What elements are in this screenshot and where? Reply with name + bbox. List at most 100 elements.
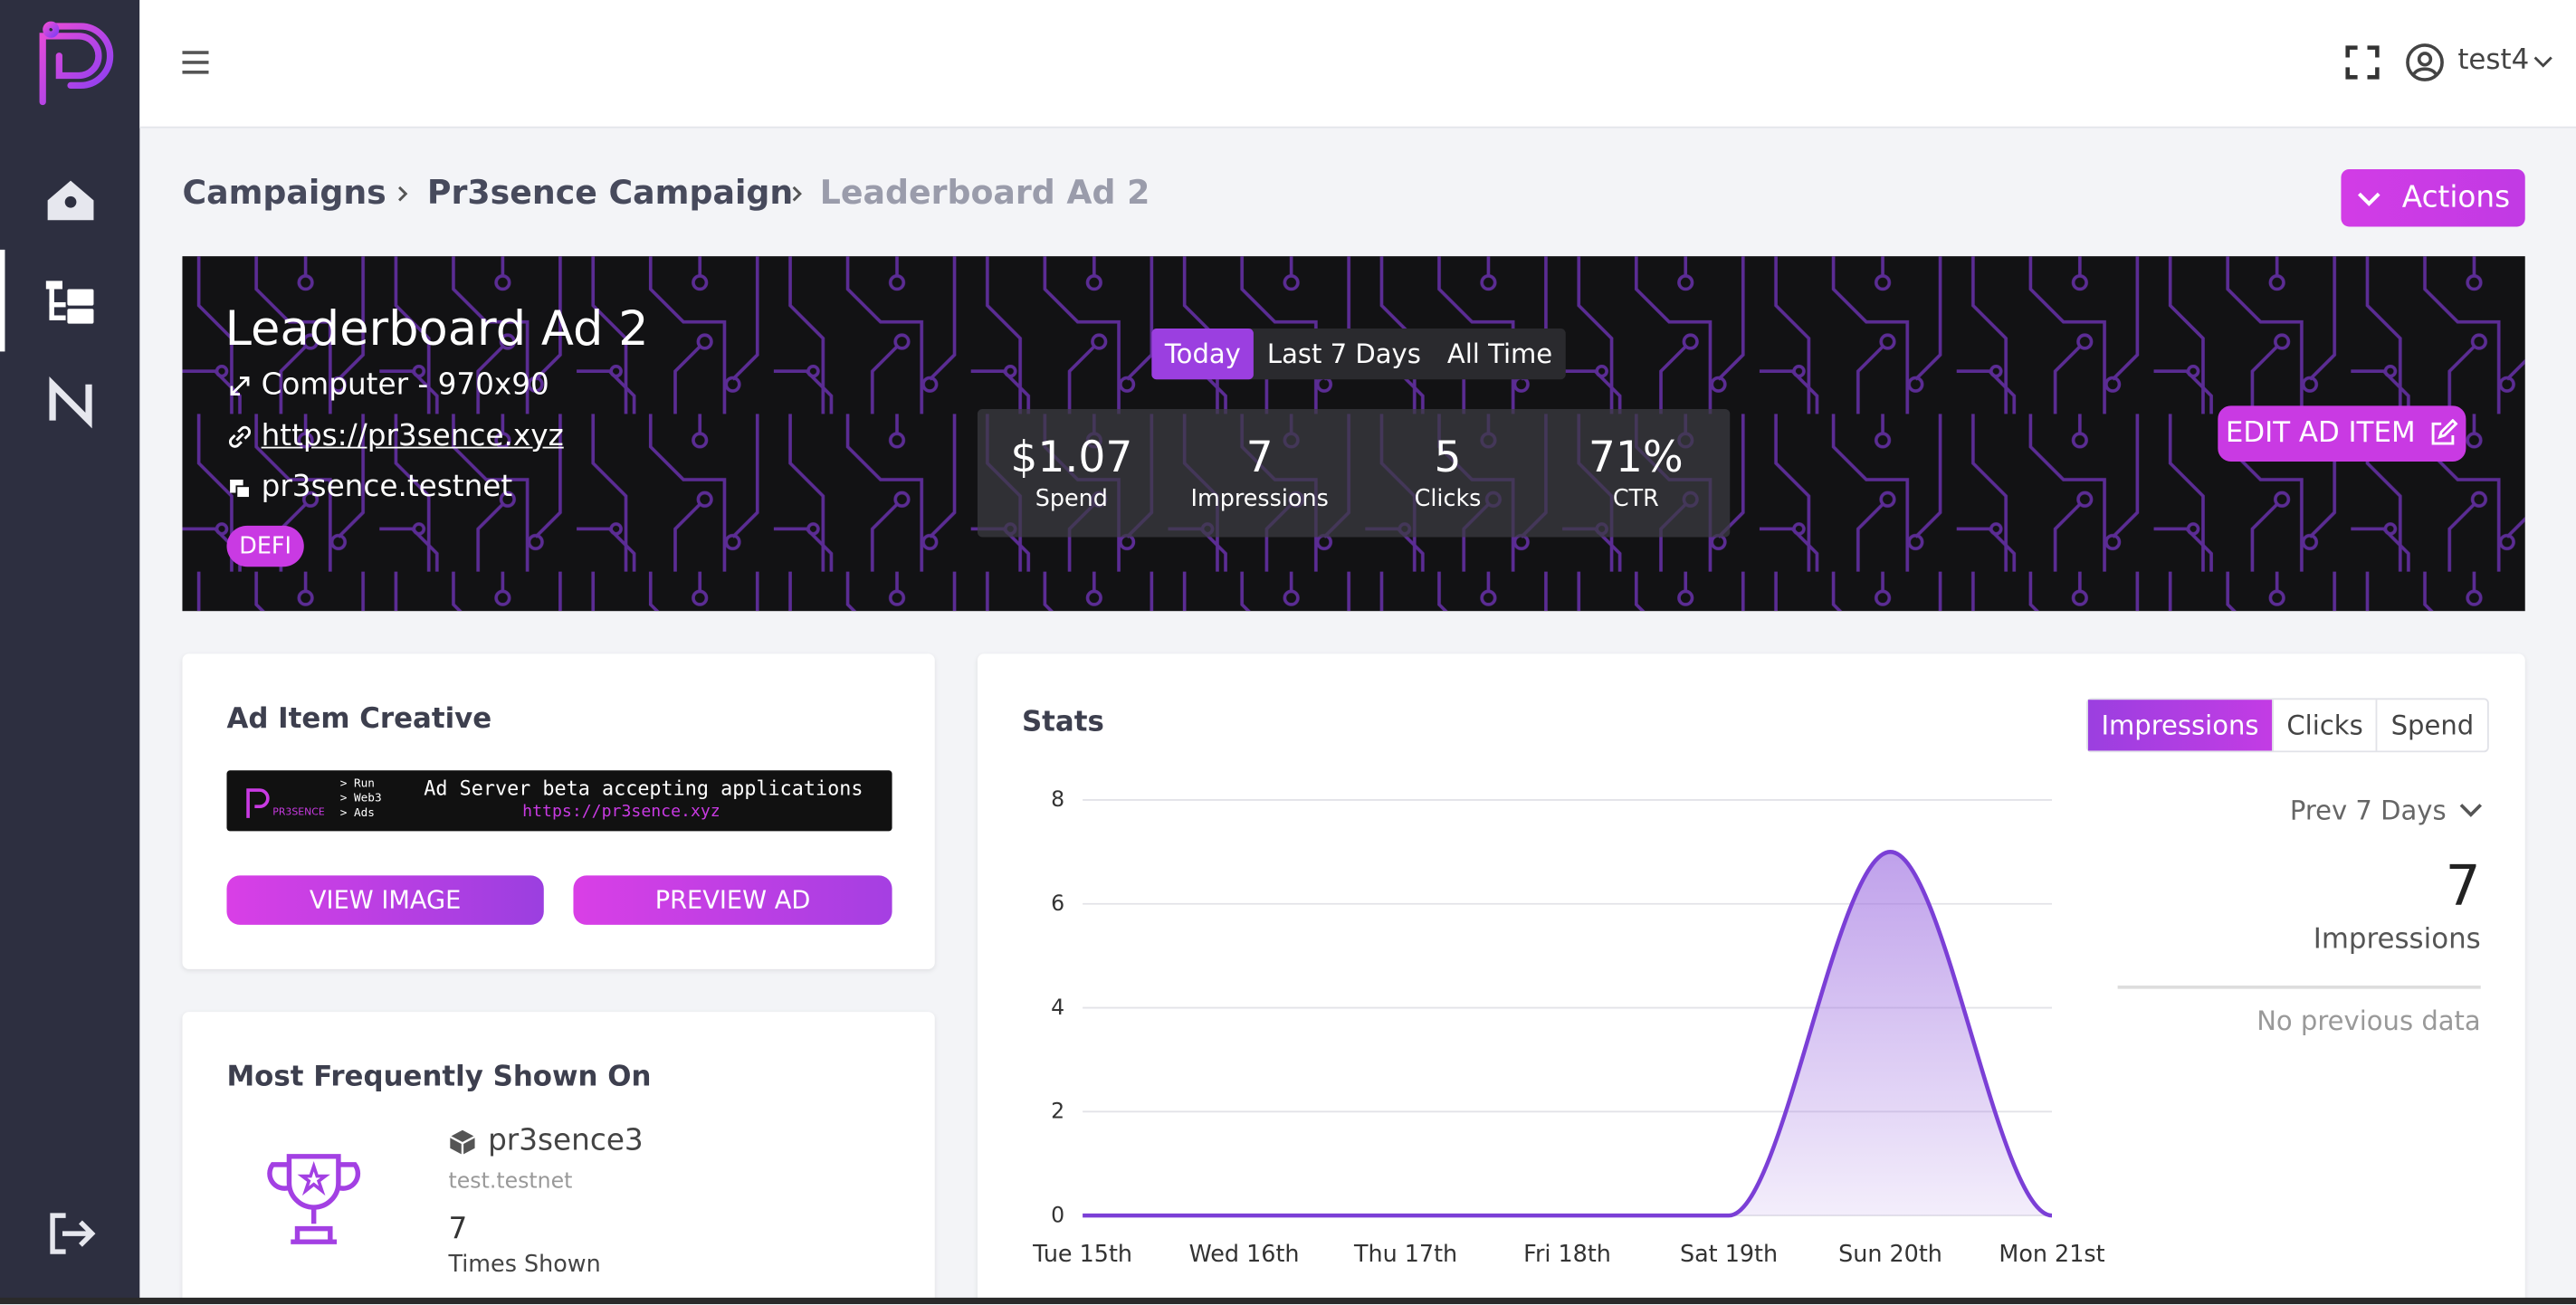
stat-label: Clicks <box>1414 486 1482 513</box>
y-tick-label: 0 <box>1051 1202 1064 1227</box>
stat-value: 5 <box>1434 433 1462 483</box>
breadcrumb-item[interactable]: Campaigns <box>182 172 386 213</box>
total-label: Impressions <box>2313 923 2481 957</box>
ad-line: > Run <box>339 776 375 791</box>
ad-headline: Ad Server beta accepting applications <box>424 776 863 800</box>
ad-title: Leaderboard Ad 2 <box>224 300 649 357</box>
actions-button[interactable]: Actions <box>2341 168 2525 227</box>
metric-tab[interactable]: Spend <box>2376 700 2486 751</box>
stat-value: 7 <box>1245 433 1274 483</box>
y-tick-label: 6 <box>1051 891 1064 916</box>
svg-text:PR3SENCE: PR3SENCE <box>272 805 325 817</box>
period-tab[interactable]: Last 7 Days <box>1266 338 1421 370</box>
near-icon[interactable] <box>49 376 92 429</box>
stat-item: 5 Clicks <box>1358 433 1539 512</box>
cube-icon <box>449 1129 476 1155</box>
sidebar <box>0 0 140 1305</box>
area-fill <box>1083 852 2052 1216</box>
y-tick-label: 2 <box>1051 1099 1064 1124</box>
x-tick-label: Mon 21st <box>1999 1240 2104 1267</box>
trophy-icon <box>267 1154 361 1244</box>
area-line <box>1083 850 2053 1218</box>
period-tab[interactable]: All Time <box>1446 338 1553 370</box>
card-title: Stats <box>1021 706 1104 739</box>
no-data-note: No previous data <box>2256 1005 2481 1037</box>
x-tick-label: Sat 19th <box>1680 1240 1778 1267</box>
tag-badge: DEFI <box>226 525 304 567</box>
times-shown-label: Times Shown <box>448 1252 601 1279</box>
stat-label: Spend <box>1035 486 1108 513</box>
x-tick-label: Wed 16th <box>1189 1240 1300 1267</box>
stat-label: Impressions <box>1190 486 1329 513</box>
stat-item: $1.07 Spend <box>981 433 1162 512</box>
user-caret[interactable] <box>2533 54 2553 71</box>
times-shown-count: 7 <box>448 1212 468 1247</box>
username[interactable]: test4 <box>2457 44 2530 78</box>
stat-label: CTR <box>1612 486 1659 513</box>
size-icon <box>230 376 250 395</box>
campaigns-icon[interactable] <box>45 281 94 324</box>
ad-link: https://pr3sence.xyz <box>522 803 720 822</box>
stat-value: $1.07 <box>1010 433 1133 483</box>
metric-tab-active[interactable]: Impressions <box>2087 700 2273 751</box>
view-image-button[interactable]: VIEW IMAGE <box>226 875 544 925</box>
user-icon[interactable] <box>2405 43 2445 82</box>
site-name: pr3sence3 <box>488 1123 644 1158</box>
stats-box: $1.07 Spend 7 Impressions 5 Clicks 71% CTR <box>977 408 1731 538</box>
x-tick-label: Sun 20th <box>1838 1240 1942 1267</box>
ad-account: pr3sence.testnet <box>261 470 513 505</box>
metric-tabs: Impressions Clicks Spend <box>2086 698 2489 753</box>
breadcrumb-separator <box>398 186 408 202</box>
link-icon <box>228 425 252 448</box>
metric-tab[interactable]: Clicks <box>2272 700 2376 751</box>
period-tabs: Today Last 7 Days All Time <box>1151 329 1566 380</box>
breadcrumb-current: Leaderboard Ad 2 <box>819 172 1150 213</box>
edit-icon <box>2432 418 2458 445</box>
active-indicator <box>0 249 5 352</box>
logout-icon[interactable] <box>50 1213 96 1254</box>
period-tab-active[interactable]: Today <box>1151 329 1255 380</box>
ad-size: Computer - 970x90 <box>261 367 549 403</box>
breadcrumb-item[interactable]: Pr3sence Campaign <box>426 172 794 213</box>
fullscreen-button[interactable] <box>2344 44 2380 81</box>
ad-line: > Ads <box>339 806 375 820</box>
menu-button[interactable] <box>179 46 212 79</box>
breadcrumb-separator <box>792 186 802 202</box>
card-title: Ad Item Creative <box>226 702 492 737</box>
x-tick-label: Tue 15th <box>1032 1240 1132 1267</box>
range-caret[interactable] <box>2457 800 2484 820</box>
y-tick-label: 4 <box>1051 995 1064 1020</box>
actions-caret <box>2358 191 2380 205</box>
topbar: test4 <box>139 0 2576 129</box>
ad-lines: > Run > Web3 > Ads <box>340 777 382 822</box>
window-edge <box>0 1297 2576 1305</box>
sidebar-icons <box>0 21 114 1254</box>
total-value: 7 <box>2445 853 2481 920</box>
stat-item: 7 Impressions <box>1169 433 1350 512</box>
x-tick-label: Fri 18th <box>1523 1240 1611 1267</box>
actions-label: Actions <box>2401 180 2511 215</box>
stat-item: 71% CTR <box>1546 433 1727 512</box>
site-account: test.testnet <box>448 1169 573 1195</box>
ad-url[interactable]: https://pr3sence.xyz <box>261 418 564 453</box>
creative-card: Ad Item Creative PR3SENCE > Run > Web3 >… <box>182 653 935 969</box>
logo <box>39 21 114 106</box>
ad-line: > Web3 <box>339 791 382 805</box>
stat-value: 71% <box>1588 433 1684 483</box>
stats-chart: 0 2 4 6 8 Tue 15th Wed 16th Thu 17th Fri 18th Sat… <box>1032 786 2104 1267</box>
ad-preview[interactable]: PR3SENCE > Run > Web3 > Ads Ad Server be… <box>226 770 892 832</box>
most-shown-card: Most Frequently Shown On pr3sence3 test.… <box>182 1012 935 1305</box>
card-title: Most Frequently Shown On <box>226 1061 652 1094</box>
ad-logo: PR3SENCE <box>246 788 325 818</box>
divider <box>2117 986 2481 989</box>
edit-button[interactable]: EDIT AD ITEM <box>2218 405 2466 462</box>
account-icon <box>230 479 251 499</box>
ad-banner: Leaderboard Ad 2 Computer - 970x90 https… <box>182 256 2525 612</box>
preview-ad-button[interactable]: PREVIEW AD <box>573 875 892 925</box>
y-tick-label: 8 <box>1051 786 1064 812</box>
x-tick-label: Thu 17th <box>1353 1240 1457 1267</box>
range-select[interactable]: Prev 7 Days <box>2289 795 2447 826</box>
edit-label: EDIT AD ITEM <box>2225 417 2416 451</box>
